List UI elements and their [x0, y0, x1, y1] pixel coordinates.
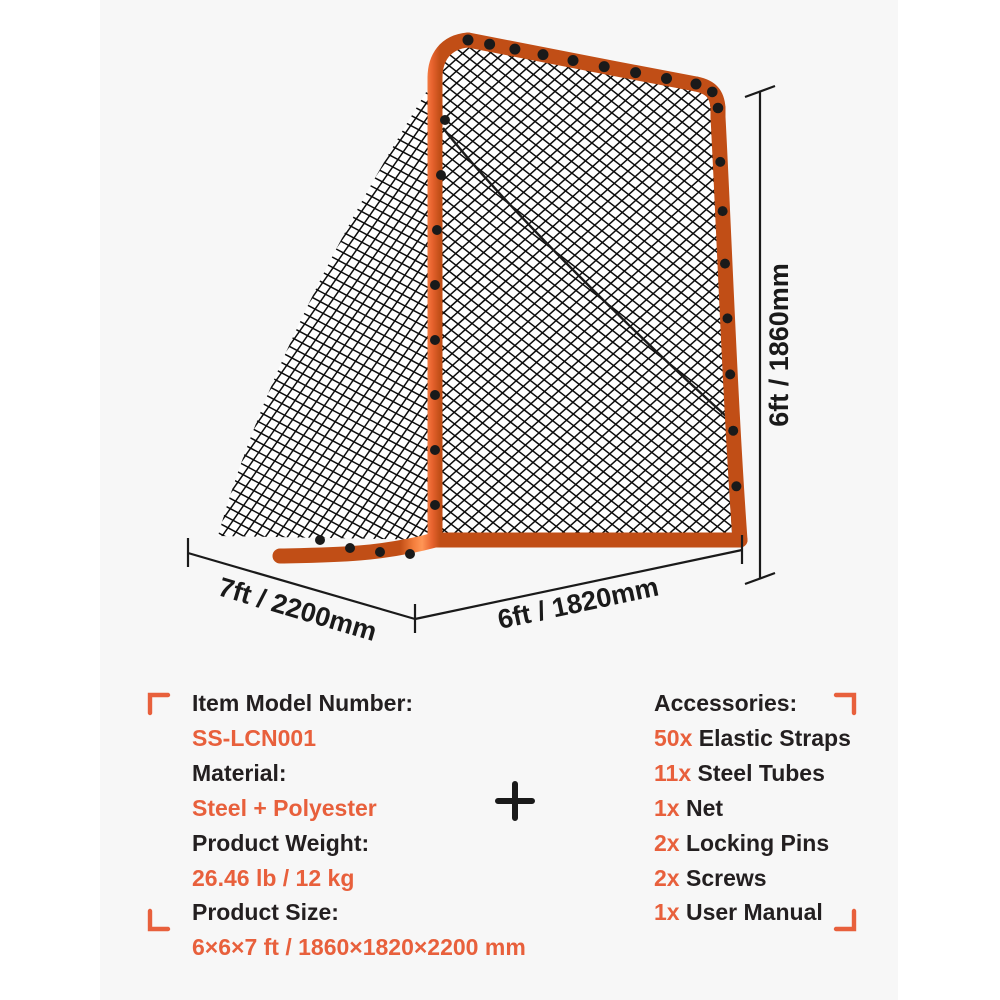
- svg-text:6ft / 1860mm: 6ft / 1860mm: [764, 263, 794, 427]
- svg-text:7ft / 2200mm: 7ft / 2200mm: [215, 572, 380, 647]
- svg-text:6ft / 1820mm: 6ft / 1820mm: [495, 572, 661, 635]
